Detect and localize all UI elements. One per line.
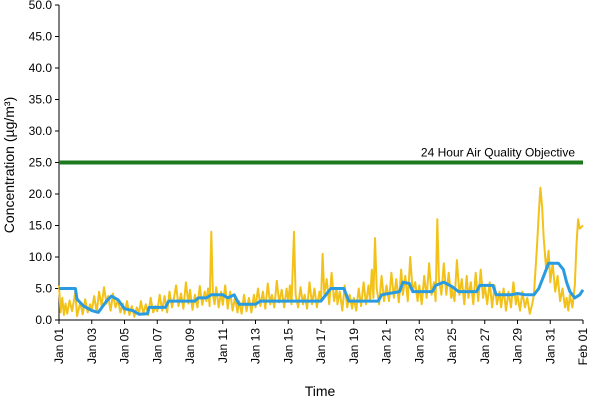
x-tick-label: Jan 03 xyxy=(85,328,99,364)
x-tick-label: Jan 27 xyxy=(478,328,492,364)
y-tick-label: 25.0 xyxy=(29,156,53,170)
y-tick-label: 30.0 xyxy=(29,124,53,138)
y-tick-label: 5.0 xyxy=(35,282,52,296)
x-axis-title: Time xyxy=(305,383,336,399)
daily-series-line xyxy=(59,261,585,316)
x-tick-label: Jan 17 xyxy=(314,328,328,364)
x-tick-label: Jan 23 xyxy=(412,328,426,364)
x-tick-label: Jan 21 xyxy=(380,328,394,364)
x-axis: Jan 01 Jan 03 Jan 05 Jan 07 Jan 09 Jan 11 Jan … xyxy=(52,319,590,366)
x-tick-label: Jan 29 xyxy=(511,328,525,364)
x-tick-label: Jan 25 xyxy=(445,328,459,364)
x-tick-label: Jan 07 xyxy=(150,328,164,364)
y-tick-label: 10.0 xyxy=(29,250,53,264)
y-tick-label: 45.0 xyxy=(29,30,53,44)
hourly-series-line xyxy=(58,186,584,318)
x-tick-label: Jan 09 xyxy=(183,328,197,364)
x-tick-label: Feb 01 xyxy=(576,328,590,366)
x-tick-label: Jan 19 xyxy=(347,328,361,364)
objective-label: 24 Hour Air Quality Objective xyxy=(421,146,575,160)
y-tick-label: 0.0 xyxy=(35,313,52,327)
x-tick-label: Jan 05 xyxy=(118,328,132,364)
y-tick-label: 40.0 xyxy=(29,61,53,75)
y-axis: 0.0 5.0 10.0 15.0 20.0 25.0 30.0 35.0 40.0 45.0 50… xyxy=(29,0,60,327)
x-tick-label: Jan 31 xyxy=(543,328,557,364)
y-tick-label: 20.0 xyxy=(29,187,53,201)
x-tick-label: Jan 11 xyxy=(216,328,230,363)
y-tick-label: 50.0 xyxy=(29,0,53,12)
plot-area: 24 Hour Air Quality Objective xyxy=(58,146,585,318)
y-axis-title: Concentration (µg/m³) xyxy=(1,97,17,233)
x-tick-label: Jan 13 xyxy=(249,328,263,364)
y-tick-label: 35.0 xyxy=(29,93,53,107)
y-tick-label: 15.0 xyxy=(29,219,53,233)
x-tick-label: Jan 15 xyxy=(281,328,295,364)
x-tick-label: Jan 01 xyxy=(52,328,66,364)
